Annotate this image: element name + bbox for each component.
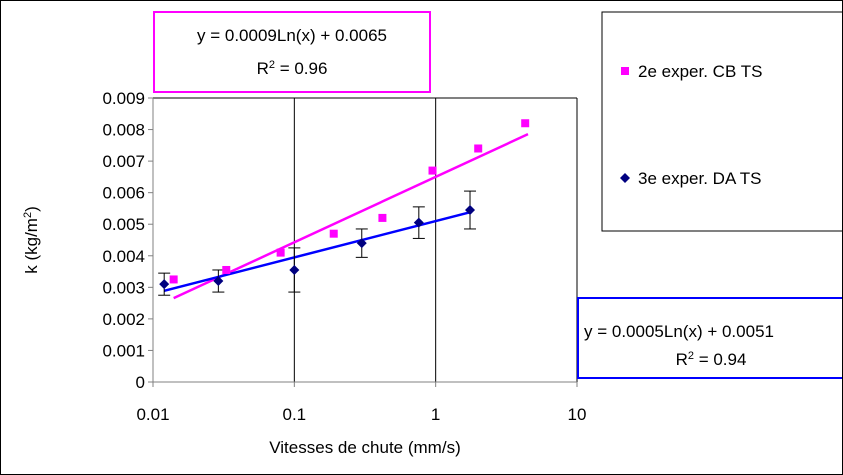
legend-marker-cb — [621, 67, 629, 75]
y-tick-label: 0.006 — [102, 184, 145, 203]
data-point-cb — [169, 275, 178, 284]
y-tick-label: 0.002 — [102, 310, 145, 329]
data-point-cb — [474, 144, 483, 153]
y-tick-label: 0.003 — [102, 278, 145, 297]
trendline-r2-da: R2 = 0.94 — [676, 350, 747, 369]
trendline-equation-cb: y = 0.0009Ln(x) + 0.0065 — [197, 26, 387, 45]
data-point-da — [413, 217, 424, 228]
trendline-box-cb — [153, 11, 431, 93]
grid-lines — [148, 97, 578, 387]
y-tick-labels: 0 0.001 0.002 0.003 0.004 0.005 0.006 0.007 0.00… — [102, 89, 145, 392]
x-tick-label: 1 — [431, 405, 440, 424]
x-tick-labels: 0.01 0.1 1 10 — [136, 405, 586, 424]
data-point-da — [289, 264, 300, 275]
y-tick-label: 0 — [136, 373, 145, 392]
y-tick-label: 0.005 — [102, 215, 145, 234]
y-axis-label: k (kg/m2) — [22, 206, 41, 274]
data-point-da — [465, 205, 476, 216]
data-point-cb — [521, 119, 530, 128]
x-tick-label: 0.01 — [136, 405, 169, 424]
data-point-da — [159, 279, 170, 290]
y-tick-label: 0.001 — [102, 341, 145, 360]
y-tick-label: 0.004 — [102, 247, 145, 266]
y-tick-label: 0.007 — [102, 152, 145, 171]
data-point-cb — [276, 248, 285, 257]
legend-marker-da — [620, 173, 630, 183]
data-point-cb — [329, 229, 338, 238]
data-point-cb — [222, 265, 231, 274]
trendline-box-da — [577, 297, 842, 379]
x-axis-label: Vitesses de chute (mm/s) — [269, 438, 460, 457]
trendline-equation-da: y = 0.0005Ln(x) + 0.0051 — [584, 322, 774, 341]
trendline-cb — [173, 133, 529, 300]
legend-label-da: 3e exper. DA TS — [638, 169, 761, 188]
data-points — [159, 119, 530, 290]
data-point-da — [356, 238, 367, 249]
y-tick-label: 0.009 — [102, 89, 145, 108]
data-point-cb — [378, 213, 387, 222]
y-tick-label: 0.008 — [102, 121, 145, 140]
x-tick-label: 10 — [568, 405, 587, 424]
x-tick-label: 0.1 — [283, 405, 307, 424]
trendline-da — [163, 210, 473, 293]
data-point-cb — [428, 166, 437, 175]
legend-box — [601, 11, 842, 232]
error-bars — [158, 190, 477, 296]
legend-label-cb: 2e exper. CB TS — [638, 62, 762, 81]
data-point-da — [213, 276, 224, 287]
trendline-r2-cb: R2 = 0.96 — [257, 59, 328, 78]
